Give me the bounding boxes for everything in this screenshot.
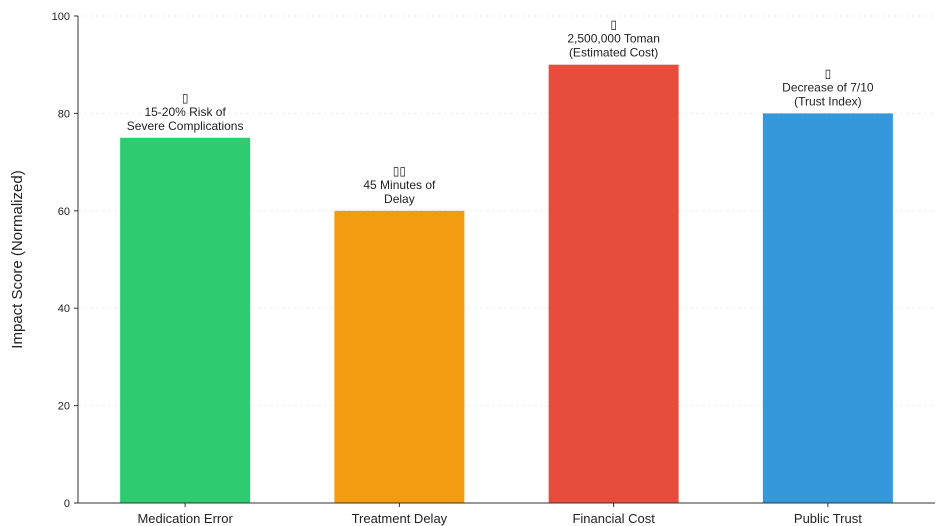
y-tick-label: 80 bbox=[58, 108, 70, 120]
bar-annotation-line: ▯ bbox=[182, 91, 189, 105]
y-tick-label: 40 bbox=[58, 303, 70, 315]
bar-annotation-line: ▯▯ bbox=[393, 164, 406, 178]
y-tick-label: 20 bbox=[58, 401, 70, 413]
bar-annotation-line: Delay bbox=[384, 192, 415, 206]
y-tick-label: 60 bbox=[58, 206, 70, 218]
y-tick-labels: 0 20 40 60 80 100 bbox=[52, 11, 78, 510]
bar bbox=[334, 210, 465, 504]
x-tick-label: Medication Error bbox=[137, 511, 233, 526]
y-tick-label: 0 bbox=[64, 498, 70, 510]
y-axis-title: Impact Score (Normalized) bbox=[9, 170, 26, 348]
bars bbox=[120, 64, 893, 504]
x-tick-labels: Medication Error Treatment Delay Financial… bbox=[137, 503, 862, 526]
bar-annotation-line: (Trust Index) bbox=[794, 94, 862, 108]
bar-annotation-line: ▯ bbox=[610, 18, 617, 32]
bar bbox=[120, 137, 251, 503]
x-tick-label: Financial Cost bbox=[572, 511, 655, 526]
axes bbox=[77, 16, 935, 504]
bar-annotation-line: 45 Minutes of bbox=[363, 178, 436, 192]
bar-annotation-line: Decrease of 7/10 bbox=[782, 80, 874, 94]
bar-annotation-line: 15-20% Risk of bbox=[144, 105, 226, 119]
y-tick-label: 100 bbox=[52, 11, 70, 23]
bar-annotation-line: ▯ bbox=[825, 66, 832, 80]
bar bbox=[762, 113, 893, 504]
bar-annotation-line: (Estimated Cost) bbox=[569, 46, 658, 60]
bar bbox=[548, 64, 679, 503]
bar-annotation-line: Severe Complications bbox=[127, 119, 244, 133]
x-tick-label: Public Trust bbox=[794, 511, 862, 526]
x-tick-label: Treatment Delay bbox=[352, 511, 448, 526]
bar-annotation-line: 2,500,000 Toman bbox=[567, 32, 660, 46]
